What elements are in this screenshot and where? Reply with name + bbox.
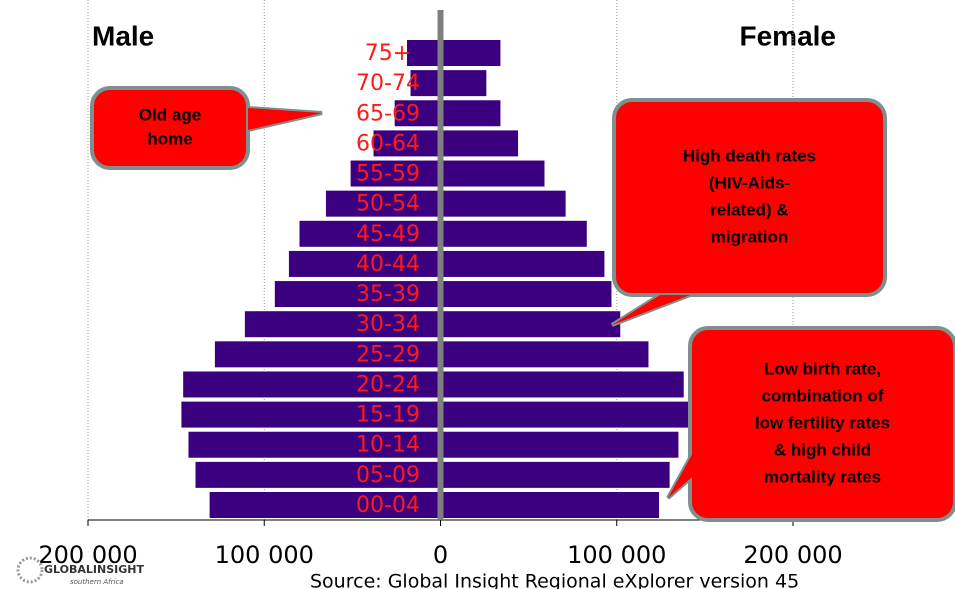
bar	[440, 281, 612, 308]
category-label: 05-09	[356, 463, 420, 488]
bar	[407, 40, 441, 66]
x-tick-label: 200 000	[38, 541, 137, 569]
callout-text: & high child	[774, 440, 871, 459]
category-label: 60-64	[356, 131, 420, 156]
category-label: 30-34	[356, 312, 420, 337]
callout-box	[90, 86, 250, 170]
bar	[440, 461, 670, 488]
bar	[440, 371, 684, 398]
callout-text: migration	[711, 227, 788, 246]
callout-text: Old age	[139, 105, 201, 124]
bar	[183, 371, 441, 398]
category-label: 70-74	[356, 71, 420, 96]
bar	[440, 70, 487, 97]
female-label: Female	[740, 20, 837, 51]
callout-text: mortality rates	[764, 467, 881, 486]
callout-text: Low birth rate,	[764, 359, 881, 378]
callout-text: low fertility rates	[755, 413, 890, 432]
callout-box	[688, 326, 955, 522]
callout-box	[612, 98, 887, 297]
male-label: Male	[92, 20, 154, 51]
callout-text: home	[147, 129, 192, 148]
category-label: 50-54	[356, 192, 420, 217]
callout-text: combination of	[762, 386, 884, 405]
bar	[288, 250, 441, 277]
logo-icon	[16, 556, 44, 584]
bar	[181, 401, 441, 428]
center-axis	[437, 10, 444, 520]
bar	[373, 130, 441, 157]
bar	[195, 461, 441, 488]
category-label: 75+	[365, 41, 411, 66]
callout-text: High death rates	[683, 146, 816, 165]
bar	[350, 160, 441, 187]
logo-tagline: southern Africa	[70, 578, 124, 586]
callout-pointer-fill	[248, 108, 322, 130]
bar	[209, 492, 441, 518]
x-tick-label: 100 000	[567, 541, 666, 569]
bar	[244, 311, 441, 338]
bar	[410, 70, 441, 97]
source: Source: Global Insight Regional eXplorer…	[310, 571, 799, 589]
category-label: 35-39	[356, 282, 420, 307]
bar	[440, 492, 660, 518]
bar	[440, 341, 649, 368]
category-label: 25-29	[356, 342, 420, 367]
bar	[299, 220, 441, 247]
category-label: 40-44	[356, 252, 420, 277]
bar	[274, 281, 441, 308]
bar	[440, 160, 545, 187]
bar	[440, 130, 519, 157]
source-mask	[862, 565, 955, 589]
category-label: 10-14	[356, 433, 420, 458]
bar	[440, 401, 690, 428]
bar	[188, 431, 441, 458]
bar	[440, 311, 621, 338]
logo-name: GLOBALINSIGHT	[44, 563, 144, 576]
category-label: 15-19	[356, 403, 420, 428]
category-label: 45-49	[356, 222, 420, 247]
bar	[325, 190, 441, 217]
bar	[440, 100, 501, 127]
bar	[440, 220, 587, 247]
category-label: 65-69	[356, 101, 420, 126]
category-label: 20-24	[356, 372, 420, 397]
bar	[440, 250, 605, 277]
callout-pointer-fill	[612, 295, 690, 325]
category-label: 00-04	[356, 493, 420, 518]
callout-text: related) &	[710, 200, 788, 219]
bar	[440, 190, 566, 217]
bar	[214, 341, 441, 368]
category-label: 55-59	[356, 162, 420, 187]
bar	[440, 431, 679, 458]
x-tick-label: 0	[433, 541, 448, 569]
x-tick-label: 200 000	[743, 541, 842, 569]
callout-pointer-fill	[668, 440, 700, 498]
callout-text: (HIV-Aids-	[709, 173, 790, 192]
bar	[394, 100, 441, 127]
x-tick-label: 100 000	[215, 541, 314, 569]
bar	[440, 40, 501, 66]
